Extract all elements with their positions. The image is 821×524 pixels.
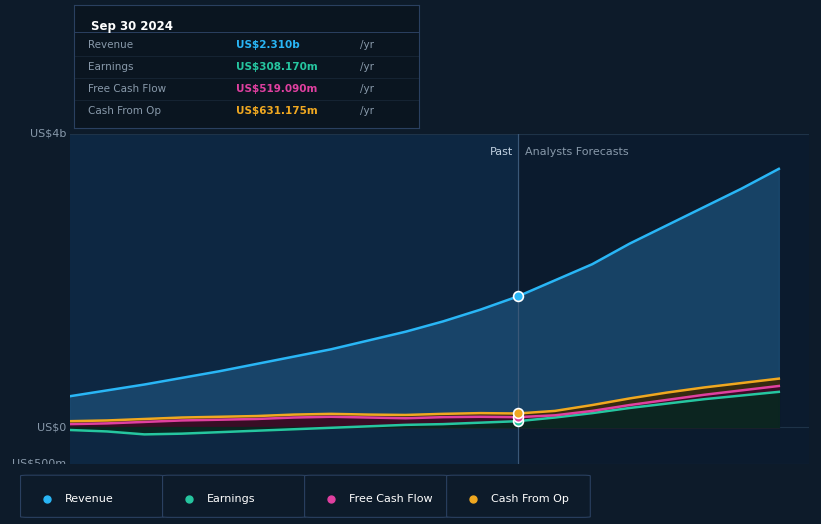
Text: Free Cash Flow: Free Cash Flow — [349, 494, 433, 504]
Text: /yr: /yr — [360, 84, 374, 94]
FancyBboxPatch shape — [305, 475, 448, 517]
Point — [511, 417, 524, 425]
Point — [511, 413, 524, 421]
Text: US$519.090m: US$519.090m — [236, 84, 318, 94]
Bar — [70, 134, 517, 464]
FancyBboxPatch shape — [21, 475, 164, 517]
Text: US$631.175m: US$631.175m — [236, 106, 318, 116]
Text: /yr: /yr — [360, 62, 374, 72]
Text: US$0: US$0 — [37, 422, 66, 432]
Text: US$2.310b: US$2.310b — [236, 40, 300, 50]
Text: Cash From Op: Cash From Op — [88, 106, 161, 116]
Point — [511, 292, 524, 301]
Text: Earnings: Earnings — [207, 494, 255, 504]
Text: /yr: /yr — [360, 40, 374, 50]
Text: Free Cash Flow: Free Cash Flow — [88, 84, 166, 94]
Text: Sep 30 2024: Sep 30 2024 — [91, 20, 173, 33]
Bar — [517, 134, 809, 464]
Point — [511, 409, 524, 418]
Text: Earnings: Earnings — [88, 62, 133, 72]
Text: /yr: /yr — [360, 106, 374, 116]
Text: Revenue: Revenue — [88, 40, 133, 50]
FancyBboxPatch shape — [447, 475, 590, 517]
Text: US$4b: US$4b — [30, 128, 66, 139]
Text: Cash From Op: Cash From Op — [491, 494, 569, 504]
Text: Revenue: Revenue — [65, 494, 113, 504]
FancyBboxPatch shape — [163, 475, 306, 517]
Text: -US$500m: -US$500m — [8, 458, 66, 469]
Text: Past: Past — [490, 147, 513, 157]
Text: Analysts Forecasts: Analysts Forecasts — [525, 147, 629, 157]
Text: US$308.170m: US$308.170m — [236, 62, 318, 72]
